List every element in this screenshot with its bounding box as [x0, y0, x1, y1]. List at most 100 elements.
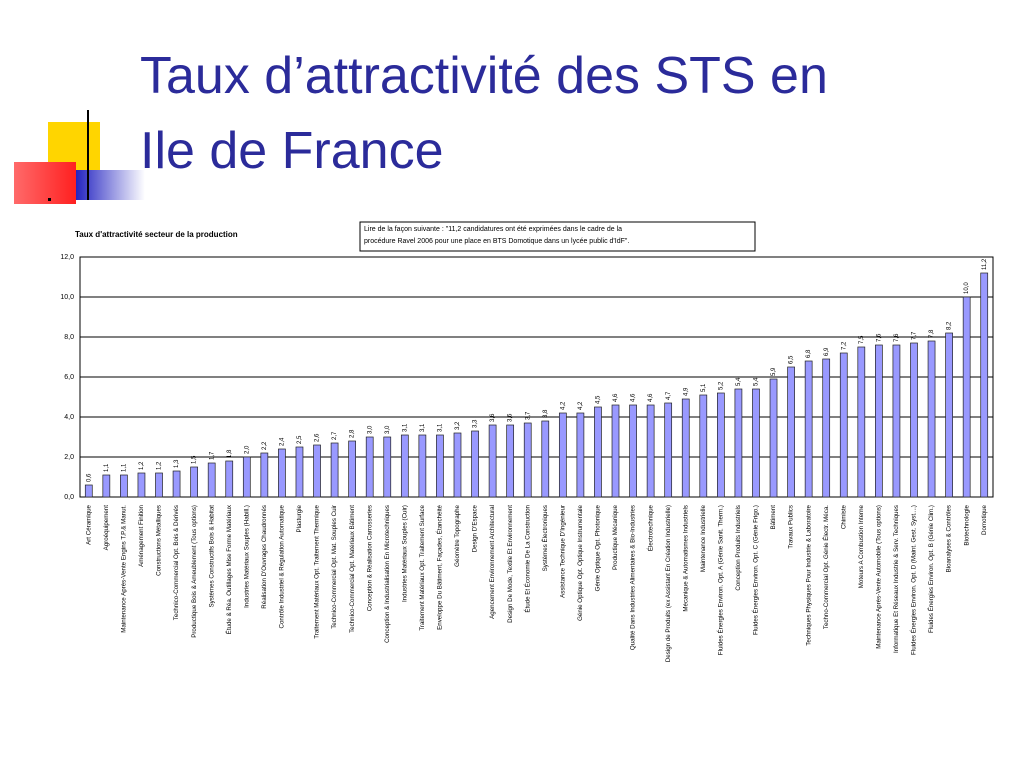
bar	[330, 442, 339, 498]
x-tick-label: Domotique	[981, 504, 988, 534]
bar	[541, 420, 550, 498]
value-label: 10,0	[964, 282, 970, 294]
y-tick-label: 6,0	[64, 374, 74, 381]
bar	[278, 448, 286, 498]
value-label: 3,8	[543, 409, 549, 418]
bar	[348, 440, 356, 498]
value-label: 1,1	[121, 463, 127, 472]
bar	[207, 462, 216, 498]
value-label: 4,9	[683, 387, 689, 396]
bar	[84, 484, 93, 498]
bar	[752, 388, 760, 498]
value-label: 4,6	[648, 393, 654, 402]
y-tick-label: 10,0	[60, 294, 74, 301]
x-tick-label: Technico-Commercial Opt. Matériaux Bâtim…	[349, 505, 356, 633]
bar	[488, 424, 497, 498]
deco-red	[14, 162, 76, 204]
value-label: 2,8	[350, 429, 356, 438]
value-label: 4,6	[613, 393, 619, 402]
x-tick-label: Conception & Industrialisation En Microt…	[384, 505, 391, 643]
note: procédure Ravel 2006 pour une place en B…	[364, 238, 629, 245]
bar	[172, 470, 181, 498]
bar	[681, 398, 690, 498]
bar	[558, 412, 567, 498]
bar	[400, 434, 409, 498]
bar	[594, 406, 602, 498]
bar	[699, 394, 708, 498]
value-label: 5,2	[718, 381, 724, 390]
x-tick-label: Fluides Énergies Environ. Opt. B (Génie …	[928, 505, 935, 633]
x-tick-label: Productique Bois & Ameublement (Tous opt…	[191, 505, 198, 638]
value-label: 5,1	[701, 383, 707, 392]
x-tick-label: Plasturgie	[296, 504, 303, 532]
x-tick-label: Industries Matériaux Souples (Habill.)	[243, 505, 250, 608]
bar	[436, 434, 444, 498]
bar	[980, 272, 989, 498]
value-label: 3,2	[455, 421, 461, 430]
value-label: 4,6	[631, 393, 637, 402]
bar	[137, 472, 146, 498]
value-label: 2,6	[315, 433, 321, 442]
x-tick-label: Technico-Commercial Opt. Mat. Souples Cu…	[331, 505, 338, 629]
x-tick-label: Enveloppe Du Bâtiment, Façades, Étanchéi…	[437, 504, 444, 629]
x-tick-label: Art Céramique	[85, 504, 92, 544]
slide-title: Taux d’attractivité des STS en	[140, 47, 828, 105]
value-label: 1,2	[157, 461, 163, 470]
slide-title: Ile de France	[140, 122, 444, 180]
note-box	[359, 221, 756, 252]
value-label: 3,0	[367, 425, 373, 434]
bar	[365, 436, 374, 498]
value-label: 3,6	[490, 413, 496, 422]
bar	[857, 346, 866, 498]
bar	[190, 466, 198, 498]
bar	[102, 474, 111, 498]
value-label: 0,6	[86, 473, 92, 482]
value-label: 7,7	[912, 331, 918, 340]
x-tick-label: Conception & Réalisation Carrosseries	[366, 505, 373, 611]
x-tick-label: Génie Optique Opt. Optique Instrumentale	[577, 504, 584, 620]
bar	[629, 404, 637, 498]
value-label: 4,7	[666, 391, 672, 400]
x-tick-label: Qualité Dans Industries Alimentaires & B…	[630, 505, 637, 650]
bar	[962, 296, 971, 498]
value-label: 1,8	[227, 449, 233, 458]
y-tick-label: 12,0	[60, 254, 74, 261]
bar	[769, 378, 778, 498]
bar	[313, 444, 321, 498]
bar	[927, 340, 936, 498]
bar	[418, 434, 427, 498]
bar	[471, 430, 479, 498]
value-label: 2,2	[262, 441, 268, 450]
bar	[910, 342, 918, 498]
value-label: 2,4	[279, 437, 285, 446]
value-label: 7,5	[859, 335, 865, 344]
bar	[839, 352, 848, 498]
bar	[506, 424, 515, 498]
bar	[242, 456, 251, 498]
x-tick-label: Moteurs A Combustion Interne	[858, 504, 865, 588]
x-tick-label: Étude & Réa. Outillages Mise Forme Matér…	[226, 504, 233, 634]
value-label: 7,6	[876, 333, 882, 342]
x-tick-label: Fluides Énergies Environ. Opt. A (Génie …	[717, 505, 724, 655]
value-label: 7,6	[894, 333, 900, 342]
value-label: 7,2	[841, 341, 847, 350]
y-tick-label: 2,0	[64, 454, 74, 461]
value-label: 6,8	[806, 349, 812, 358]
x-tick-label: Productique Mécanique	[612, 504, 619, 570]
value-label: 4,2	[578, 401, 584, 410]
value-label: 1,2	[139, 461, 145, 470]
x-tick-label: Assistance Technique D'Ingénieur	[559, 505, 566, 598]
x-tick-label: Agroéquipement	[103, 505, 110, 551]
x-tick-label: Étude Et Économie De La Construction	[524, 504, 531, 612]
note: Lire de la façon suivante : "11,2 candid…	[364, 226, 622, 233]
bar	[734, 388, 743, 498]
bar	[892, 344, 901, 498]
x-tick-label: Traitement Matériaux Opt. Traitement Sur…	[419, 504, 426, 630]
bar	[787, 366, 795, 498]
bar	[383, 436, 392, 498]
bar	[717, 392, 725, 498]
x-tick-label: Informatique Et Réseaux Industrie & Serv…	[893, 505, 900, 653]
x-tick-label: Bâtiment	[770, 505, 777, 530]
x-tick-label: Travaux Publics	[788, 505, 795, 549]
x-tick-label: Design D'Espace	[472, 504, 479, 552]
